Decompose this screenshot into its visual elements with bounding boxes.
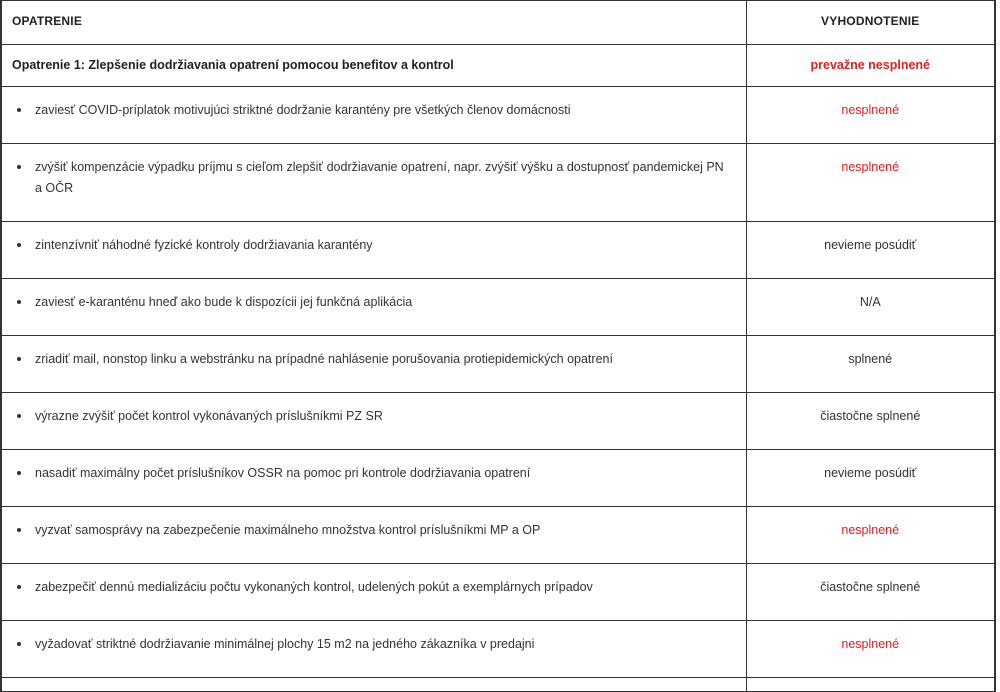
measure-cell: vyzvať samosprávy na zabezpečenie maximá… [1, 506, 747, 564]
status-cell: čiastočne splnené [746, 392, 995, 450]
measure-cell: zvýšiť kompenzácie výpadku príjmu s cieľ… [1, 143, 747, 222]
measure-cell: zaviesť e-karanténu hneď ako bude k disp… [1, 278, 747, 336]
measure-cell: nasadiť maximálny počet príslušníkov OSS… [1, 449, 747, 507]
measure-text: zriadiť mail, nonstop linku a webstránku… [35, 352, 613, 366]
table-header-row: OPATRENIE VYHODNOTENIE [1, 0, 995, 45]
measure-text: zintenzívniť náhodné fyzické kontroly do… [35, 238, 373, 252]
table-row: vyžadovať striktné dodržiavanie minimáln… [1, 620, 995, 678]
header-evaluation: VYHODNOTENIE [746, 0, 995, 45]
table-row: zintenzívniť náhodné fyzické kontroly do… [1, 221, 995, 279]
status-cell: čiastočne splnené [746, 563, 995, 621]
status-cell: N/A [746, 278, 995, 336]
bullet-icon [17, 414, 21, 418]
bullet-icon [17, 108, 21, 112]
measure-text: vyzvať samosprávy na zabezpečenie maximá… [35, 523, 541, 537]
table-row-continued [1, 677, 995, 692]
measure-text: zvýšiť kompenzácie výpadku príjmu s cieľ… [35, 160, 724, 195]
bullet-icon [17, 642, 21, 646]
table-row: zriadiť mail, nonstop linku a webstránku… [1, 335, 995, 393]
bullet-icon [17, 300, 21, 304]
measure-text: zaviesť COVID-príplatok motivujúci strik… [35, 103, 571, 117]
status-cell: nesplnené [746, 620, 995, 678]
table-row: zaviesť COVID-príplatok motivujúci strik… [1, 86, 995, 144]
measure-cell: zabezpečiť dennú medializáciu počtu vyko… [1, 563, 747, 621]
table-row: nasadiť maximálny počet príslušníkov OSS… [1, 449, 995, 507]
header-measure: OPATRENIE [1, 0, 747, 45]
status-cell: nesplnené [746, 143, 995, 222]
status-cell [746, 677, 995, 692]
measure-cell: zintenzívniť náhodné fyzické kontroly do… [1, 221, 747, 279]
status-cell: nevieme posúdiť [746, 449, 995, 507]
measure-text: vyžadovať striktné dodržiavanie minimáln… [35, 637, 535, 651]
status-cell: nesplnené [746, 506, 995, 564]
bullet-icon [17, 528, 21, 532]
status-cell: nesplnené [746, 86, 995, 144]
bullet-icon [17, 165, 21, 169]
bullet-icon [17, 585, 21, 589]
group-title: Opatrenie 1: Zlepšenie dodržiavania opat… [1, 44, 747, 87]
measure-text: výrazne zvýšiť počet kontrol vykonávanýc… [35, 409, 383, 423]
table-row: vyzvať samosprávy na zabezpečenie maximá… [1, 506, 995, 564]
status-cell: nevieme posúdiť [746, 221, 995, 279]
bullet-icon [17, 357, 21, 361]
bullet-icon [17, 471, 21, 475]
measure-cell [1, 677, 747, 692]
measure-cell: zriadiť mail, nonstop linku a webstránku… [1, 335, 747, 393]
table-row: zvýšiť kompenzácie výpadku príjmu s cieľ… [1, 143, 995, 222]
measure-cell: zaviesť COVID-príplatok motivujúci strik… [1, 86, 747, 144]
measure-text: zabezpečiť dennú medializáciu počtu vyko… [35, 580, 593, 594]
table-row: výrazne zvýšiť počet kontrol vykonávanýc… [1, 392, 995, 450]
measure-cell: výrazne zvýšiť počet kontrol vykonávanýc… [1, 392, 747, 450]
bullet-icon [17, 243, 21, 247]
status-cell: splnené [746, 335, 995, 393]
measure-cell: vyžadovať striktné dodržiavanie minimáln… [1, 620, 747, 678]
group-status: prevažne nesplnené [746, 44, 995, 87]
measure-text: zaviesť e-karanténu hneď ako bude k disp… [35, 295, 413, 309]
table-row: zabezpečiť dennú medializáciu počtu vyko… [1, 563, 995, 621]
table-row: zaviesť e-karanténu hneď ako bude k disp… [1, 278, 995, 336]
measure-text: nasadiť maximálny počet príslušníkov OSS… [35, 466, 531, 480]
group-row: Opatrenie 1: Zlepšenie dodržiavania opat… [1, 44, 995, 87]
